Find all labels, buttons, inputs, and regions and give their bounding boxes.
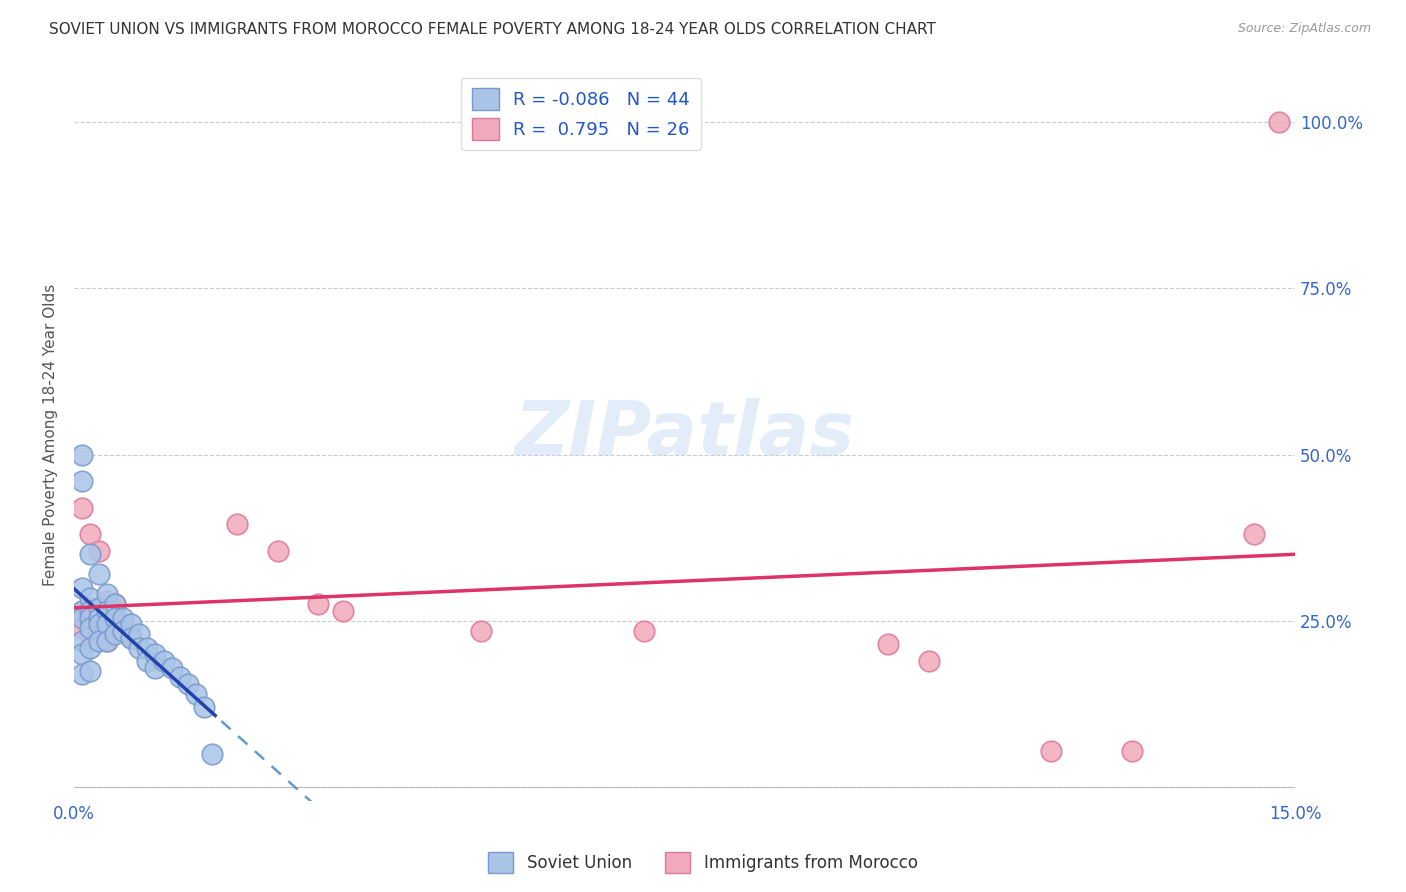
- Point: [96, 594, 118, 608]
- Point: [104, 624, 127, 638]
- Point: [79, 610, 101, 624]
- Point: [70, 667, 93, 681]
- Point: [633, 624, 655, 638]
- Point: [877, 637, 900, 651]
- Point: [96, 604, 118, 618]
- Point: [70, 604, 93, 618]
- Point: [79, 621, 101, 635]
- Point: [104, 597, 127, 611]
- Point: [79, 627, 101, 641]
- Point: [145, 647, 167, 661]
- Point: [96, 633, 118, 648]
- Point: [87, 604, 110, 618]
- Point: [87, 600, 110, 615]
- Point: [87, 617, 110, 632]
- Point: [79, 527, 101, 541]
- Point: [79, 664, 101, 678]
- Point: [96, 617, 118, 632]
- Point: [70, 581, 93, 595]
- Point: [177, 677, 200, 691]
- Point: [169, 671, 191, 685]
- Point: [266, 544, 288, 558]
- Point: [79, 604, 101, 618]
- Point: [136, 654, 159, 668]
- Point: [70, 633, 93, 648]
- Point: [70, 500, 93, 515]
- Point: [111, 617, 134, 632]
- Point: [79, 640, 101, 655]
- Point: [120, 631, 142, 645]
- Point: [160, 660, 183, 674]
- Point: [87, 633, 110, 648]
- Point: [307, 597, 329, 611]
- Point: [87, 544, 110, 558]
- Point: [96, 633, 118, 648]
- Point: [186, 687, 208, 701]
- Point: [193, 700, 215, 714]
- Point: [918, 654, 941, 668]
- Point: [1121, 744, 1143, 758]
- Legend: R = -0.086   N = 44, R =  0.795   N = 26: R = -0.086 N = 44, R = 0.795 N = 26: [461, 78, 700, 151]
- Point: [70, 604, 93, 618]
- Point: [332, 604, 354, 618]
- Point: [1267, 115, 1289, 129]
- Point: [70, 647, 93, 661]
- Point: [128, 640, 150, 655]
- Point: [111, 624, 134, 638]
- Point: [1243, 527, 1265, 541]
- Point: [104, 627, 127, 641]
- Point: [128, 627, 150, 641]
- Y-axis label: Female Poverty Among 18-24 Year Olds: Female Poverty Among 18-24 Year Olds: [44, 284, 58, 586]
- Point: [120, 631, 142, 645]
- Point: [201, 747, 224, 761]
- Point: [1039, 744, 1062, 758]
- Point: [70, 474, 93, 488]
- Point: [87, 567, 110, 582]
- Text: ZIPatlas: ZIPatlas: [515, 398, 855, 471]
- Legend: Soviet Union, Immigrants from Morocco: Soviet Union, Immigrants from Morocco: [482, 846, 924, 880]
- Point: [87, 610, 110, 624]
- Point: [79, 591, 101, 605]
- Point: [470, 624, 492, 638]
- Point: [79, 547, 101, 561]
- Point: [79, 600, 101, 615]
- Point: [70, 621, 93, 635]
- Point: [70, 610, 93, 624]
- Point: [70, 448, 93, 462]
- Point: [111, 610, 134, 624]
- Point: [120, 617, 142, 632]
- Text: Source: ZipAtlas.com: Source: ZipAtlas.com: [1237, 22, 1371, 36]
- Point: [104, 610, 127, 624]
- Point: [96, 587, 118, 601]
- Point: [136, 640, 159, 655]
- Text: SOVIET UNION VS IMMIGRANTS FROM MOROCCO FEMALE POVERTY AMONG 18-24 YEAR OLDS COR: SOVIET UNION VS IMMIGRANTS FROM MOROCCO …: [49, 22, 936, 37]
- Point: [152, 654, 174, 668]
- Point: [145, 660, 167, 674]
- Point: [104, 597, 127, 611]
- Point: [225, 517, 247, 532]
